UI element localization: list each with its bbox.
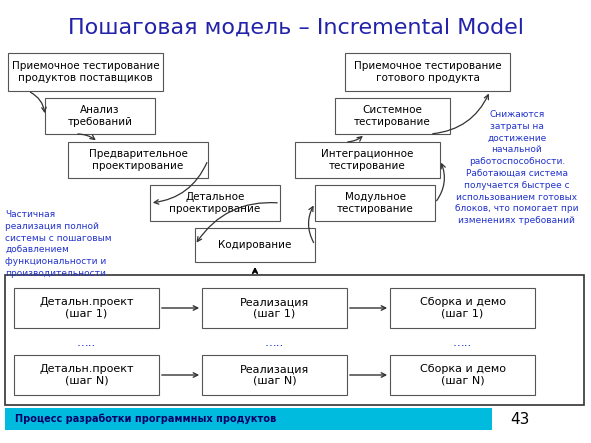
Text: Кодирование: Кодирование [218, 240, 292, 250]
Text: Частичная
реализация полной
системы с пошаговым
добавлением
функциональности и
п: Частичная реализация полной системы с по… [5, 210, 112, 278]
Text: Пошаговая модель – Incremental Model: Пошаговая модель – Incremental Model [67, 18, 524, 38]
Bar [8, 53, 163, 91]
Text: …..: ….. [453, 336, 472, 349]
Bar [295, 142, 440, 178]
Bar [150, 185, 280, 221]
Bar [195, 228, 315, 262]
Bar [45, 98, 155, 134]
Text: Реализация
(шаг 1): Реализация (шаг 1) [240, 297, 309, 319]
Text: Анализ
требований: Анализ требований [67, 105, 132, 127]
Text: Предварительное
проектирование: Предварительное проектирование [89, 149, 187, 171]
Text: Системное
тестирование: Системное тестирование [354, 105, 431, 127]
Text: …..: ….. [265, 336, 284, 349]
Text: Детальн.проект
(шаг 1): Детальн.проект (шаг 1) [39, 297, 134, 319]
Text: 43: 43 [510, 412, 530, 427]
Text: Детальное
проектирование: Детальное проектирование [170, 192, 261, 214]
Bar [5, 275, 584, 405]
Bar [14, 355, 159, 395]
Bar [202, 288, 347, 328]
Bar [14, 288, 159, 328]
Text: Приемочное тестирование
продуктов поставщиков: Приемочное тестирование продуктов постав… [12, 61, 160, 83]
Text: Реализация
(шаг N): Реализация (шаг N) [240, 364, 309, 386]
Text: Интеграционное
тестирование: Интеграционное тестирование [322, 149, 414, 171]
Bar [202, 355, 347, 395]
Text: Приемочное тестирование
готового продукта: Приемочное тестирование готового продукт… [353, 61, 501, 83]
Text: Сборка и демо
(шаг N): Сборка и демо (шаг N) [420, 364, 505, 386]
Bar [345, 53, 510, 91]
Text: Процесс разработки программных продуктов: Процесс разработки программных продуктов [15, 414, 276, 424]
Bar [315, 185, 435, 221]
Bar [390, 288, 535, 328]
Bar [68, 142, 208, 178]
Text: Снижаются
затраты на
достижение
начальной
работоспособности.
Работающая система
: Снижаются затраты на достижение начально… [455, 110, 579, 225]
Text: …..: ….. [77, 336, 96, 349]
Text: Детальн.проект
(шаг N): Детальн.проект (шаг N) [39, 364, 134, 386]
Text: Сборка и демо
(шаг 1): Сборка и демо (шаг 1) [420, 297, 505, 319]
Bar [390, 355, 535, 395]
Bar [335, 98, 450, 134]
Bar [5, 408, 492, 430]
Text: Модульное
тестирование: Модульное тестирование [337, 192, 413, 214]
